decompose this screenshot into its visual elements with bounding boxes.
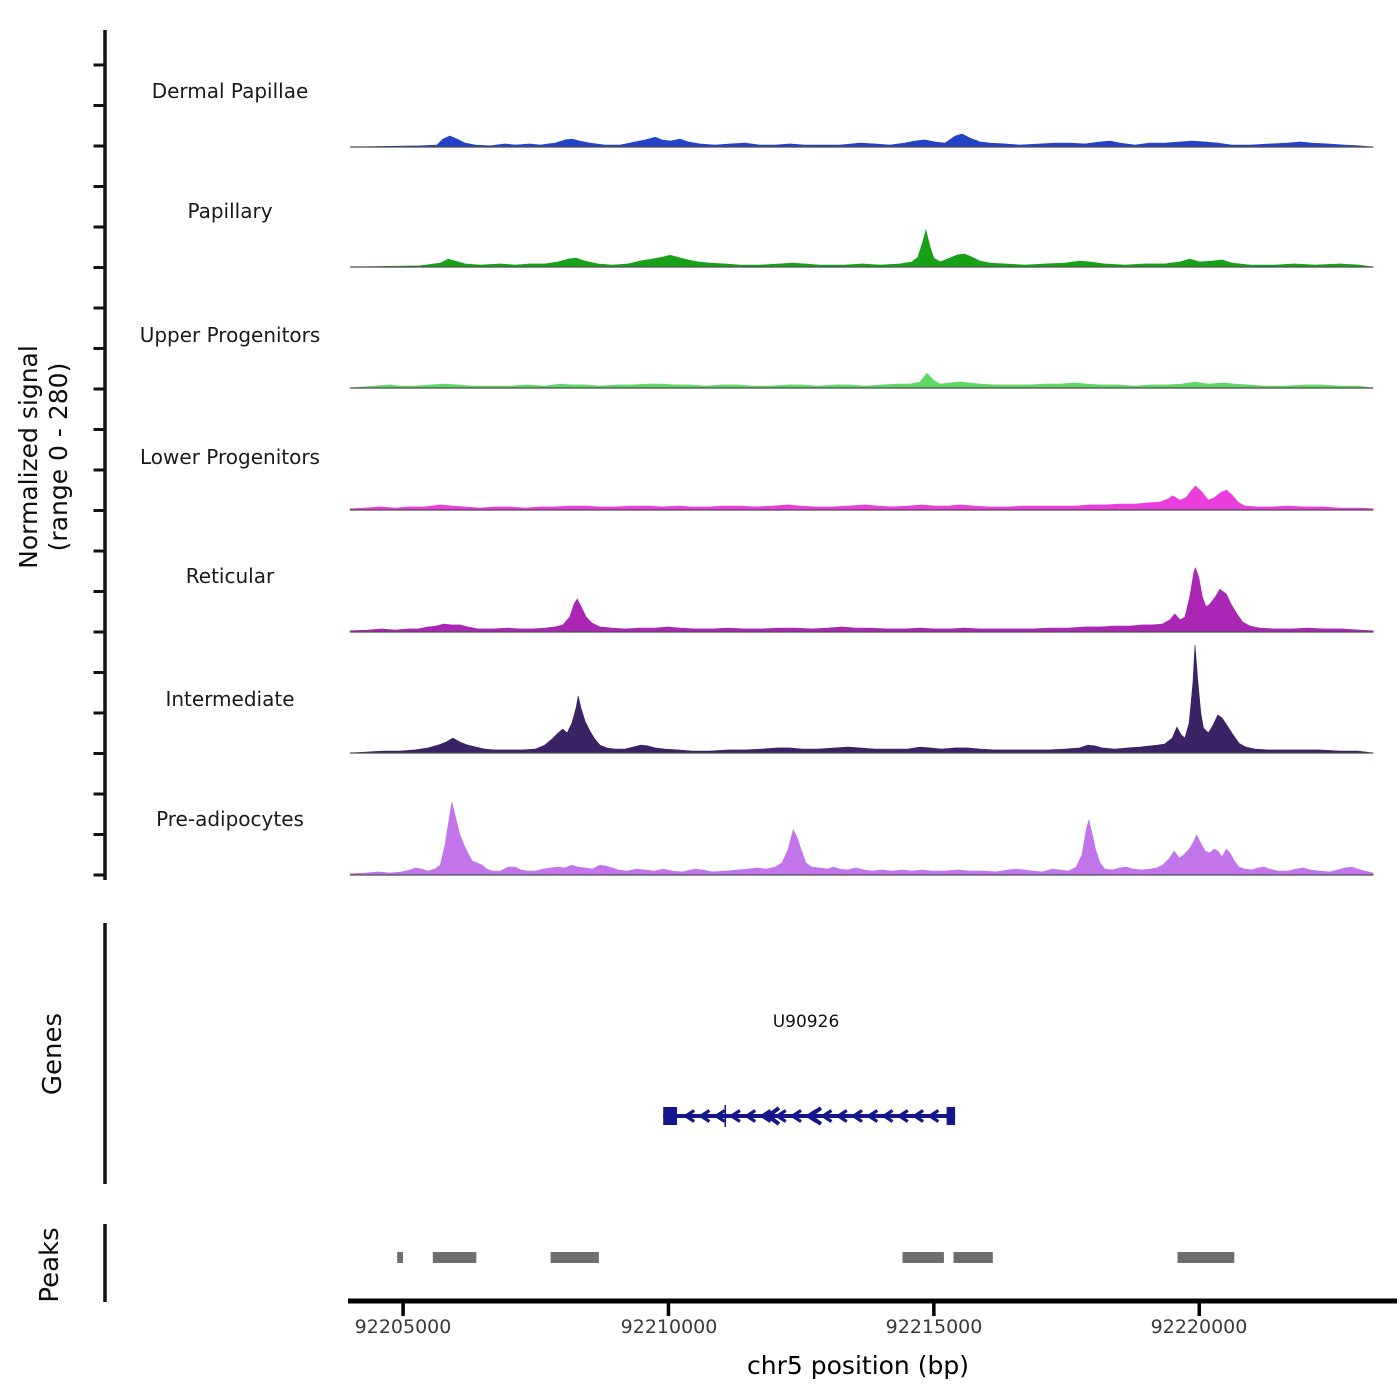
gene-strand-arrow bbox=[682, 1109, 696, 1123]
gene-strand-arrow bbox=[820, 1109, 833, 1123]
gene-strand-arrow bbox=[743, 1109, 757, 1123]
gene-strand-arrow bbox=[911, 1109, 924, 1123]
gene-strand-arrow bbox=[759, 1109, 772, 1123]
y-axis-label-line1: Normalized signal bbox=[14, 345, 43, 569]
peak-interval-4 bbox=[953, 1252, 993, 1263]
track-label-lower-progenitors: Lower Progenitors bbox=[140, 445, 320, 469]
gene-strand-arrow-large bbox=[764, 1106, 781, 1126]
x-tick-label-92210000: 92210000 bbox=[620, 1316, 718, 1338]
gene-strand-arrow bbox=[835, 1109, 848, 1123]
y-axis-label-line2: (range 0 - 280) bbox=[43, 362, 73, 552]
signal-area-pre-adipocytes bbox=[349, 801, 1374, 876]
peak-interval-0 bbox=[397, 1252, 403, 1263]
signal-area-papillary bbox=[349, 228, 1374, 268]
x-tick-label-92205000: 92205000 bbox=[354, 1316, 452, 1338]
gene-strand-arrow bbox=[728, 1109, 741, 1123]
gene-name-label: U90926 bbox=[772, 1012, 840, 1032]
peaks-axis-label: Peaks bbox=[35, 1227, 65, 1303]
gene-strand-arrow bbox=[774, 1109, 787, 1123]
gene-strand-arrow bbox=[713, 1109, 726, 1123]
track-label-reticular: Reticular bbox=[185, 564, 275, 588]
gene-strand-arrow bbox=[789, 1109, 802, 1123]
signal-area-upper-progenitors bbox=[349, 372, 1374, 389]
gene-strand-arrow bbox=[850, 1109, 863, 1123]
peak-interval-3 bbox=[902, 1252, 944, 1263]
peak-interval-2 bbox=[550, 1252, 599, 1263]
gene-strand-arrow bbox=[865, 1109, 879, 1123]
x-tick-label-92215000: 92215000 bbox=[885, 1316, 983, 1338]
x-tick-label-92220000: 92220000 bbox=[1150, 1316, 1248, 1338]
peak-interval-1 bbox=[432, 1252, 477, 1263]
gene-strand-arrow bbox=[881, 1109, 894, 1123]
gene-strand-arrow-large bbox=[806, 1106, 823, 1126]
gene-strand-arrow bbox=[698, 1109, 711, 1123]
track-label-dermal-papillae: Dermal Papillae bbox=[151, 79, 309, 103]
track-label-intermediate: Intermediate bbox=[165, 687, 295, 711]
gene-exon-block-0 bbox=[663, 1107, 677, 1125]
x-axis-title: chr5 position (bp) bbox=[747, 1351, 969, 1380]
signal-area-dermal-papillae bbox=[349, 133, 1374, 148]
track-label-papillary: Papillary bbox=[187, 199, 273, 223]
signal-area-intermediate bbox=[349, 644, 1374, 754]
signal-area-reticular bbox=[349, 567, 1374, 633]
y-axis-label: Normalized signal (range 0 - 280) bbox=[14, 245, 74, 669]
gene-strand-arrow bbox=[896, 1109, 909, 1123]
genes-axis-label: Genes bbox=[38, 1012, 68, 1096]
track-label-upper-progenitors: Upper Progenitors bbox=[139, 323, 321, 347]
peak-interval-5 bbox=[1177, 1252, 1235, 1263]
signal-area-lower-progenitors bbox=[349, 485, 1374, 511]
gene-exon-block-1 bbox=[946, 1107, 956, 1125]
track-label-pre-adipocytes: Pre-adipocytes bbox=[156, 807, 304, 831]
gene-strand-arrow bbox=[926, 1109, 940, 1123]
